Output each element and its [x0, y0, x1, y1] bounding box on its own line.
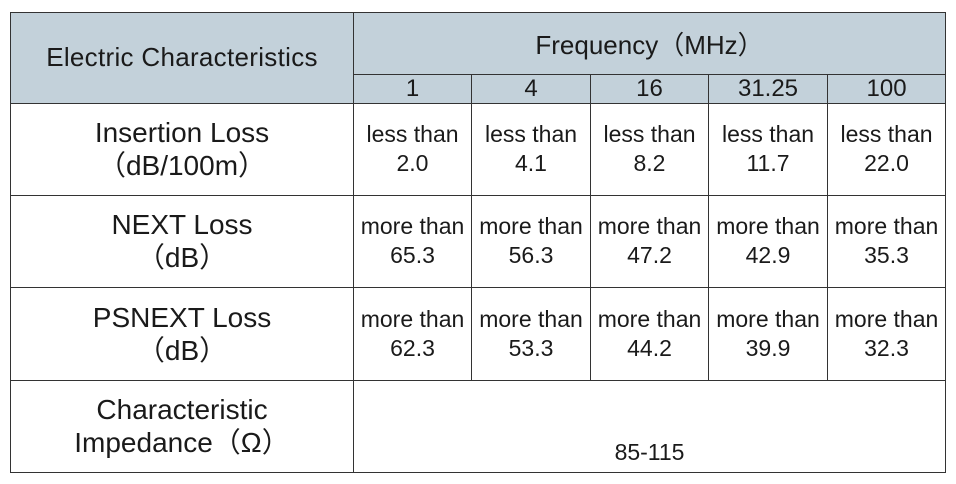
row-label-line2: （dB/100m）	[97, 150, 267, 182]
row-label-characteristic-impedance: Characteristic Impedance（Ω）	[10, 379, 354, 474]
cell-qualifier: less than	[721, 121, 815, 148]
row-label-line2: （dB）	[136, 334, 228, 366]
cell-qualifier: less than	[484, 121, 578, 148]
header-freq-1: 1	[353, 73, 472, 104]
table-row-characteristic-impedance: Characteristic Impedance（Ω） 85-115	[10, 379, 947, 474]
header-frequency: Frequency（MHz）	[352, 12, 947, 75]
row-label-line2: Impedance（Ω）	[74, 427, 290, 459]
cell-value: 53.3	[508, 334, 554, 361]
cell-value: 65.3	[390, 242, 435, 269]
cell-qualifier: more than	[360, 213, 465, 240]
row-label-next-loss: NEXT Loss （dB）	[10, 194, 354, 288]
cell-value: 44.2	[627, 334, 672, 361]
cell-qualifier: more than	[834, 213, 939, 240]
cell-qualifier: less than	[366, 121, 459, 148]
cell-value: 22.0	[864, 150, 909, 177]
table-cell: less than 8.2	[590, 102, 709, 196]
table-cell: less than 2.0	[353, 102, 472, 196]
cell-qualifier: less than	[840, 121, 933, 148]
table-cell: more than 35.3	[826, 194, 947, 288]
cell-qualifier: more than	[479, 305, 583, 332]
table-cell: less than 4.1	[471, 102, 591, 196]
row-label-line1: NEXT Loss	[111, 209, 253, 241]
cell-qualifier: more than	[479, 213, 583, 240]
header-electric-characteristics: Electric Characteristics	[10, 12, 354, 104]
cell-qualifier: more than	[834, 305, 939, 332]
cell-value: 35.3	[864, 242, 909, 269]
table-row-next-loss: NEXT Loss （dB） more than 65.3 more than 56…	[10, 194, 947, 288]
row-label-psnext-loss: PSNEXT Loss （dB）	[10, 286, 354, 381]
table-cell: more than 42.9	[708, 194, 828, 288]
table-cell: more than 56.3	[471, 194, 591, 288]
row-label-line2: （dB）	[136, 242, 228, 274]
table-row-insertion-loss: Insertion Loss （dB/100m） less than 2.0 le…	[10, 102, 947, 196]
cell-value: 11.7	[746, 150, 790, 177]
header-freq-31-25: 31.25	[708, 73, 828, 104]
cell-value: 56.3	[508, 242, 554, 269]
header-freq-4: 4	[471, 73, 591, 104]
row-label-insertion-loss: Insertion Loss （dB/100m）	[10, 102, 354, 196]
cell-value: 32.3	[864, 334, 909, 361]
cell-value: 42.9	[745, 242, 791, 269]
table-row-psnext-loss: PSNEXT Loss （dB） more than 62.3 more than…	[10, 286, 947, 381]
cell-qualifier: less than	[603, 121, 696, 148]
row-label-line1: Characteristic	[96, 394, 268, 426]
cell-value: 8.2	[633, 150, 666, 177]
header-freq-100: 100	[826, 73, 947, 104]
row-label-line1: Insertion Loss	[94, 117, 270, 149]
cell-qualifier: more than	[716, 305, 820, 332]
impedance-value: 85-115	[352, 379, 947, 474]
electric-characteristics-table: Electric Characteristics Frequency（MHz） …	[10, 12, 947, 474]
table-cell: more than 62.3	[353, 286, 472, 381]
cell-qualifier: more than	[360, 305, 465, 332]
cell-qualifier: more than	[597, 305, 702, 332]
table-cell: more than 44.2	[590, 286, 709, 381]
cell-value: 39.9	[745, 334, 791, 361]
cell-value: 2.0	[396, 150, 429, 177]
row-label-line1: PSNEXT Loss	[92, 301, 272, 333]
cell-value: 47.2	[627, 242, 672, 269]
table-cell: more than 47.2	[590, 194, 709, 288]
table-cell: more than 32.3	[826, 286, 947, 381]
table-cell: more than 65.3	[353, 194, 472, 288]
table-cell: less than 22.0	[826, 102, 947, 196]
table-cell: more than 39.9	[708, 286, 828, 381]
header-freq-16: 16	[590, 73, 709, 104]
cell-value: 62.3	[390, 334, 435, 361]
cell-qualifier: more than	[597, 213, 702, 240]
cell-qualifier: more than	[716, 213, 820, 240]
table-cell: more than 53.3	[471, 286, 591, 381]
table-cell: less than 11.7	[708, 102, 828, 196]
cell-value: 4.1	[515, 150, 547, 177]
